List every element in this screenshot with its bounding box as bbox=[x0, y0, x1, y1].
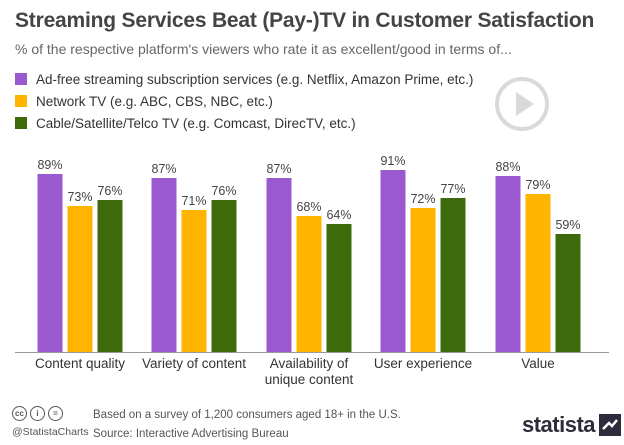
creative-commons-icon[interactable]: cc i = bbox=[12, 406, 66, 421]
bar-content-quality-network-tv bbox=[67, 206, 93, 352]
data-label-content-quality-network-tv: 73% bbox=[67, 190, 92, 204]
data-label-value-network-tv: 79% bbox=[525, 178, 550, 192]
data-label-variety-of-content-cable-tv: 76% bbox=[211, 184, 236, 198]
data-label-user-experience-network-tv: 72% bbox=[410, 192, 435, 206]
data-label-availability-of-unique-content-streaming: 87% bbox=[266, 162, 291, 176]
data-label-availability-of-unique-content-network-tv: 68% bbox=[296, 200, 321, 214]
bar-availability-of-unique-content-streaming bbox=[266, 178, 292, 352]
bar-variety-of-content-network-tv bbox=[181, 210, 207, 352]
no-derivatives-icon: = bbox=[48, 406, 63, 421]
data-label-user-experience-streaming: 91% bbox=[380, 154, 405, 168]
bar-availability-of-unique-content-cable-tv bbox=[326, 224, 352, 352]
legend-swatch-network-tv bbox=[15, 95, 27, 107]
statista-logo-icon bbox=[599, 414, 622, 436]
statista-handle[interactable]: @StatistaCharts bbox=[12, 426, 89, 438]
legend-item-streaming: Ad-free streaming subscription services … bbox=[15, 68, 473, 90]
legend-item-network-tv: Network TV (e.g. ABC, CBS, NBC, etc.) bbox=[15, 90, 473, 112]
category-label-variety-of-content: Variety of content bbox=[142, 356, 246, 371]
data-label-user-experience-cable-tv: 77% bbox=[440, 182, 465, 196]
legend-label-streaming: Ad-free streaming subscription services … bbox=[36, 71, 474, 87]
legend: Ad-free streaming subscription services … bbox=[15, 68, 473, 134]
bar-user-experience-streaming bbox=[380, 170, 406, 352]
data-label-variety-of-content-network-tv: 71% bbox=[181, 194, 206, 208]
bar-content-quality-cable-tv bbox=[97, 200, 123, 352]
legend-swatch-cable-tv bbox=[15, 117, 27, 129]
data-label-value-streaming: 88% bbox=[495, 160, 520, 174]
data-label-availability-of-unique-content-cable-tv: 64% bbox=[326, 208, 351, 222]
legend-label-cable-tv: Cable/Satellite/Telco TV (e.g. Comcast, … bbox=[36, 115, 356, 131]
data-label-variety-of-content-streaming: 87% bbox=[151, 162, 176, 176]
category-label-value: Value bbox=[521, 356, 555, 371]
chart-subtitle: % of the respective platform's viewers w… bbox=[15, 41, 512, 57]
bar-value-cable-tv bbox=[555, 234, 581, 352]
category-label-content-quality: Content quality bbox=[35, 356, 125, 371]
chart-title: Streaming Services Beat (Pay-)TV in Cust… bbox=[15, 9, 595, 32]
footer: cc i = @StatistaCharts Based on a survey… bbox=[0, 398, 624, 445]
attribution-icon: i bbox=[30, 406, 45, 421]
bar-user-experience-cable-tv bbox=[440, 198, 466, 352]
bar-value-streaming bbox=[495, 176, 521, 352]
bar-content-quality-streaming bbox=[37, 174, 63, 352]
footer-notes: Based on a survey of 1,200 consumers age… bbox=[93, 406, 401, 444]
legend-label-network-tv: Network TV (e.g. ABC, CBS, NBC, etc.) bbox=[36, 93, 273, 109]
cc-icon: cc bbox=[12, 406, 27, 421]
play-icon[interactable] bbox=[494, 76, 550, 132]
legend-swatch-streaming bbox=[15, 73, 27, 85]
brand-name: statista bbox=[522, 412, 596, 437]
survey-note: Based on a survey of 1,200 consumers age… bbox=[93, 409, 401, 421]
data-label-content-quality-streaming: 89% bbox=[37, 158, 62, 172]
source-note: Source: Interactive Advertising Bureau bbox=[93, 428, 289, 440]
category-label-availability-of-unique-content-line-1: Availability of bbox=[270, 356, 349, 371]
data-label-value-cable-tv: 59% bbox=[555, 218, 580, 232]
statista-logo[interactable]: statista bbox=[522, 412, 622, 438]
legend-item-cable-tv: Cable/Satellite/Telco TV (e.g. Comcast, … bbox=[15, 112, 473, 134]
bar-availability-of-unique-content-network-tv bbox=[296, 216, 322, 352]
category-label-availability-of-unique-content-line-2: unique content bbox=[265, 372, 354, 387]
bar-variety-of-content-cable-tv bbox=[211, 200, 237, 352]
bar-value-network-tv bbox=[525, 194, 551, 352]
bar-chart: 89% 73% 76% Content quality 87% 71% 76% Variety… bbox=[15, 154, 609, 387]
data-label-content-quality-cable-tv: 76% bbox=[97, 184, 122, 198]
bar-variety-of-content-streaming bbox=[151, 178, 177, 352]
category-label-user-experience: User experience bbox=[374, 356, 472, 371]
bar-user-experience-network-tv bbox=[410, 208, 436, 352]
